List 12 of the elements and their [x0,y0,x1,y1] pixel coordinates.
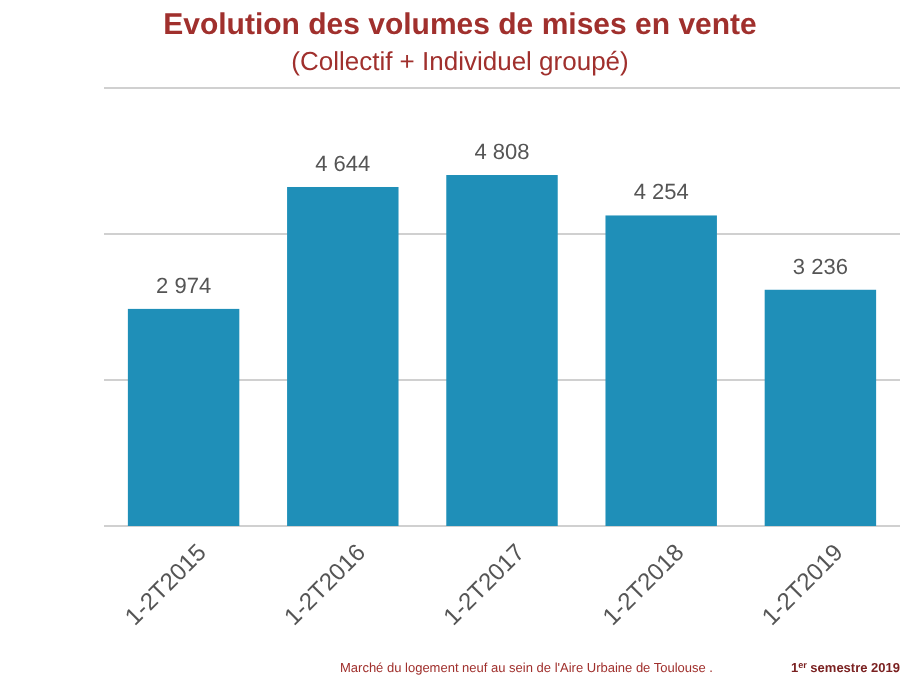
chart-subtitle: (Collectif + Individuel groupé) [291,46,629,76]
bar [287,186,399,526]
bar [764,289,877,526]
data-label: 4 644 [315,152,371,177]
data-label: 3 236 [792,255,848,280]
bar [605,215,717,526]
bar [127,308,240,526]
data-label: 4 808 [474,141,530,166]
data-label: 2 974 [156,274,212,299]
chart-title: Evolution des volumes de mises en vente [163,8,757,42]
data-label: 4 254 [633,181,689,206]
bar [446,175,558,526]
